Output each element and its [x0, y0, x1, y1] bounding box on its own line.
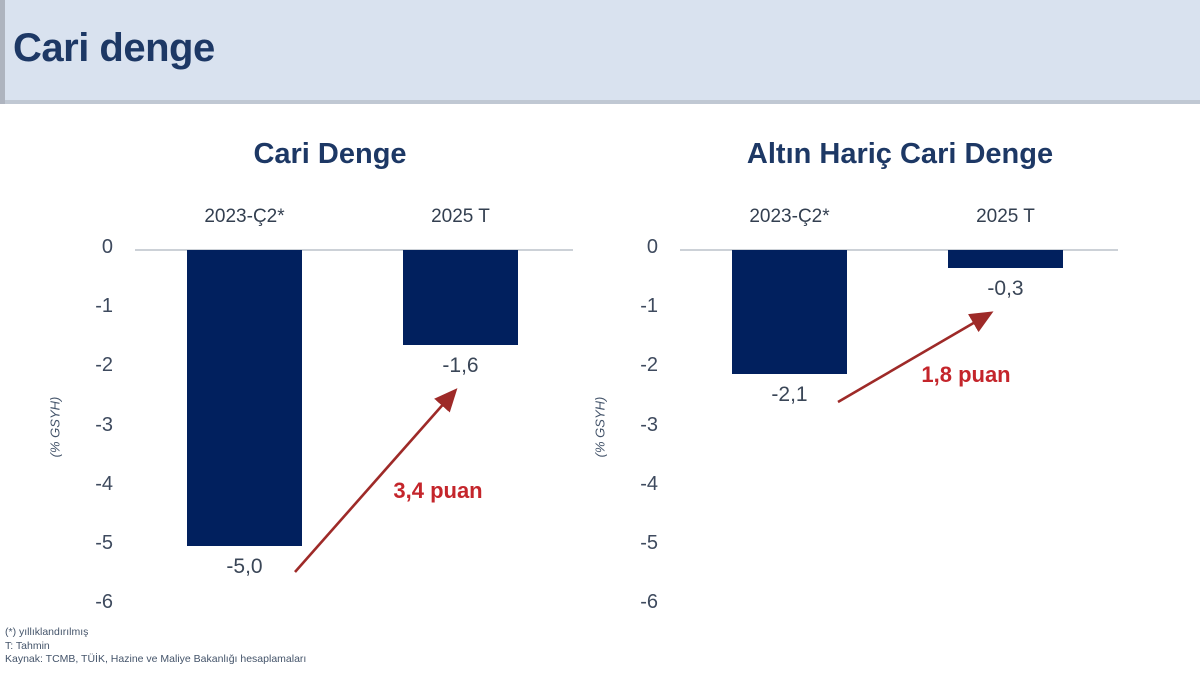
category-label-2025: 2025 T — [976, 206, 1035, 227]
chart-altin-haric-cari-denge: Altın Hariç Cari Denge 2023-Ç2* 2025 T 0… — [585, 130, 1125, 630]
zero-axis-line — [680, 249, 1118, 251]
y-tick: 0 — [101, 236, 113, 258]
header-band: Cari denge — [0, 0, 1200, 104]
footnote-forecast: T: Tahmin — [5, 639, 50, 652]
annotation-puan: 3,4 puan — [393, 478, 483, 503]
chart-cari-denge: Cari Denge 2023-Ç2* 2025 T 0 -1 -2 -3 -4… — [40, 130, 580, 630]
category-label-2025: 2025 T — [431, 206, 490, 227]
y-axis-label: (% GSYH) — [47, 396, 63, 458]
bar-value-label: -5,0 — [226, 555, 263, 578]
y-tick: -1 — [95, 295, 113, 317]
y-tick: -4 — [95, 473, 113, 495]
y-tick: -6 — [95, 591, 113, 613]
y-axis-label: (% GSYH) — [592, 396, 608, 458]
y-tick: -1 — [640, 295, 658, 317]
footnote-annualized: (*) yıllıklandırılmış — [5, 626, 89, 638]
category-label-2023: 2023-Ç2* — [204, 206, 285, 227]
y-tick: 0 — [646, 236, 658, 258]
y-tick: -2 — [640, 354, 658, 376]
y-tick: -3 — [95, 414, 113, 436]
y-tick: -5 — [640, 532, 658, 554]
slide-title: Cari denge — [13, 26, 215, 70]
footnote-source: Kaynak: TCMB, TÜİK, Hazine ve Maliye Bak… — [5, 653, 307, 665]
bar-2025 — [948, 250, 1063, 268]
zero-axis-line — [135, 249, 573, 251]
bar-value-label: -2,1 — [771, 383, 808, 407]
footnotes: (*) yıllıklandırılmış T: Tahmin Kaynak: … — [5, 626, 306, 667]
y-tick: -6 — [640, 591, 658, 613]
y-tick: -4 — [640, 473, 658, 495]
bar-2023 — [732, 250, 847, 375]
chart-title: Cari Denge — [253, 138, 407, 170]
chart-title: Altın Hariç Cari Denge — [746, 138, 1054, 170]
y-tick: -2 — [95, 354, 113, 376]
bar-2025 — [403, 250, 518, 345]
bar-value-label: -1,6 — [442, 353, 479, 377]
annotation-puan: 1,8 puan — [921, 362, 1011, 387]
category-label-2023: 2023-Ç2* — [749, 206, 830, 227]
header-left-strip — [0, 0, 5, 104]
bar-2023 — [187, 250, 302, 546]
y-tick: -3 — [640, 414, 658, 436]
bar-value-label: -0,3 — [987, 276, 1024, 300]
y-tick: -5 — [95, 532, 113, 554]
